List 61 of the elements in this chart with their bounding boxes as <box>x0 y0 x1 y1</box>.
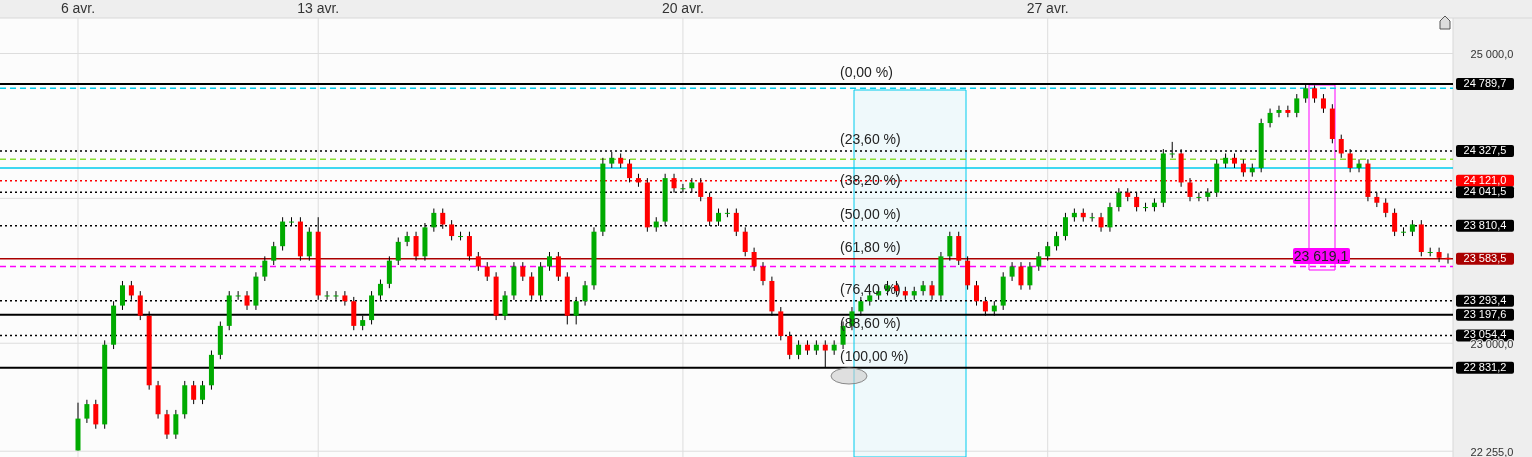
annotation: (0,00 %) <box>840 63 893 80</box>
candlestick <box>475 251 481 272</box>
candlestick <box>520 261 526 282</box>
candlestick <box>466 231 472 262</box>
y-tick-label: 25 000,0 <box>1470 48 1514 61</box>
candlestick <box>920 280 926 296</box>
y-tick-label: 22 255,0 <box>1470 446 1514 457</box>
candlestick <box>1045 241 1051 262</box>
candlestick <box>191 380 197 405</box>
ref-line-label: 24 327,5 <box>1463 143 1507 156</box>
candlestick <box>200 380 206 405</box>
candlestick <box>262 255 268 282</box>
x-tick-label: 6 avr. <box>60 0 96 16</box>
candlestick <box>84 399 90 424</box>
candlestick <box>271 241 277 266</box>
candlestick <box>555 251 561 282</box>
candlestick <box>1356 158 1362 173</box>
candlestick <box>164 409 170 440</box>
annotation: (38,20 %) <box>840 172 901 189</box>
candlestick <box>1054 231 1060 252</box>
candlestick <box>760 261 766 286</box>
ref-line-label: 23 583,5 <box>1463 251 1507 264</box>
candlestick <box>484 261 490 282</box>
candlestick <box>1285 105 1291 118</box>
ref-line-label: 24 041,5 <box>1463 185 1507 198</box>
candlestick <box>173 409 179 440</box>
x-tick-label: 20 avr. <box>661 0 704 16</box>
annotation: (50,00 %) <box>840 205 901 222</box>
annotation: (23,60 %) <box>840 130 901 147</box>
ref-line-label: 23 810,4 <box>1463 218 1507 231</box>
candlestick <box>1036 251 1042 272</box>
candlestick <box>413 231 419 262</box>
ref-line-label: 23 293,4 <box>1463 293 1507 306</box>
x-tick-label: 13 avr. <box>297 0 340 16</box>
candlestick <box>546 251 552 272</box>
ref-line-label: 22 831,2 <box>1463 360 1507 373</box>
candlestick <box>1009 261 1015 282</box>
ref-line-label: 24 121,0 <box>1463 173 1507 186</box>
candlestick <box>1276 105 1282 118</box>
candlestick <box>1267 108 1273 128</box>
annotation: 23 619,1 <box>1293 248 1349 264</box>
candlestick <box>395 237 401 266</box>
candlestick <box>1027 261 1033 291</box>
candlestick <box>1436 247 1442 263</box>
candlestick <box>1018 261 1024 291</box>
candlestick <box>1196 192 1202 202</box>
ref-line-label: 23 054,4 <box>1463 328 1507 341</box>
candlestick <box>1294 93 1300 118</box>
candlestick <box>1383 197 1389 218</box>
ref-line-label: 23 197,6 <box>1463 307 1507 320</box>
annotation: (61,80 %) <box>840 238 901 255</box>
x-tick-label: 27 avr. <box>1026 0 1069 16</box>
ref-line-label: 24 789,7 <box>1463 76 1507 89</box>
candlestick <box>235 290 241 301</box>
candlestick <box>386 255 392 289</box>
candlestick <box>1320 93 1326 114</box>
candlestick <box>93 399 99 430</box>
candlestick <box>751 247 757 272</box>
candlestick <box>947 231 953 262</box>
candlestick <box>796 339 802 360</box>
annotation: (100,00 %) <box>840 347 909 364</box>
